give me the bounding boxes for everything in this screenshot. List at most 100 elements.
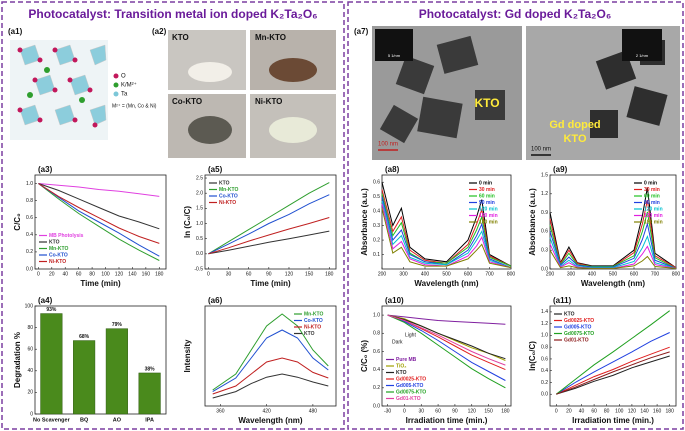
x-tick-label: 60	[591, 408, 597, 414]
panel-label: (a6)	[208, 296, 223, 305]
y-tick-label: 0.0	[541, 392, 548, 398]
powder	[188, 116, 232, 144]
value-label: 79%	[112, 322, 123, 328]
x-tick-label: 120	[468, 408, 477, 414]
panel-label: (a9)	[553, 165, 568, 174]
powder	[188, 62, 232, 82]
x-tick-label: AO	[113, 417, 122, 423]
y-axis-label: Intensity	[183, 339, 192, 372]
x-tick-label: 90	[266, 271, 272, 277]
x-tick-label: 30	[418, 408, 424, 414]
x-tick-label: BQ	[80, 417, 89, 423]
x-tick-label: 800	[507, 271, 516, 277]
inset-scale: 2 1/nm	[636, 53, 649, 58]
x-tick-label: 90	[452, 408, 458, 414]
y-tick-label: 0.2	[373, 385, 380, 391]
y-tick-label: 1.2	[541, 321, 548, 327]
x-tick-label: 300	[567, 271, 576, 277]
legend-text: 60 min	[479, 193, 495, 199]
series-line	[208, 217, 330, 255]
y-axis-label: Absorbance (a.u.)	[360, 188, 369, 256]
y-tick-label: 0.6	[373, 349, 380, 355]
legend-text: KTO	[396, 370, 407, 376]
x-tick-label: 0	[207, 271, 210, 277]
series-line	[212, 373, 329, 399]
x-tick-label: 0	[403, 408, 406, 414]
legend-text: 120 min	[479, 206, 498, 212]
x-tick-label: 140	[128, 271, 137, 277]
y-tick-label: 0.8	[26, 198, 33, 204]
y-tick-label: -0.5	[194, 266, 203, 272]
legend-text: Gd0075-KTO	[564, 331, 594, 337]
series-line	[38, 183, 160, 261]
y-tick-label: 1.0	[373, 312, 380, 318]
saed-inset	[375, 29, 413, 61]
x-tick-label: 500	[442, 271, 451, 277]
series-line	[387, 314, 506, 325]
y-tick-label: 0.3	[541, 248, 548, 254]
legend-text: 180 min	[644, 219, 663, 225]
series-line	[38, 183, 160, 197]
x-tick-label: 60	[435, 408, 441, 414]
left-frame	[1, 1, 345, 430]
series-line	[38, 183, 160, 257]
y-tick-label: 0.2	[26, 249, 33, 255]
y-tick-label: 0.6	[541, 229, 548, 235]
plot-frame	[204, 305, 337, 407]
y-tick-label: 0.3	[373, 223, 380, 229]
legend-text: KTO	[304, 331, 315, 337]
y-tick-label: 0.0	[541, 266, 548, 272]
panel-label: (a7)	[354, 27, 369, 36]
right-title: Photocatalyst: Gd doped K₂Ta₂O₆	[419, 7, 612, 21]
left-title: Photocatalyst: Transition metal ion dope…	[28, 7, 317, 21]
x-tick-label: 200	[546, 271, 555, 277]
x-tick-label: 180	[501, 408, 510, 414]
bar	[105, 328, 128, 415]
x-tick-label: 600	[630, 271, 639, 277]
x-tick-label: 80	[89, 271, 95, 277]
x-tick-label: No Scavenger	[33, 417, 71, 423]
series-line	[381, 182, 512, 267]
sample-photos: (a2) KTO Mn-KTO Co-KTO Ni-KTO	[152, 27, 336, 158]
x-axis-label: Wavelength (nm)	[414, 279, 478, 288]
panel-label: (a4)	[38, 296, 53, 305]
x-tick-label: 200	[378, 271, 387, 277]
legend-text: Ni-KTO	[49, 259, 66, 265]
y-tick-label: 0.6	[26, 215, 33, 221]
panel-label: (a5)	[208, 165, 223, 174]
y-tick-label: 1.0	[196, 221, 203, 227]
photo-label: Mn-KTO	[255, 33, 286, 42]
series-line	[387, 314, 506, 381]
y-tick-label: 0.4	[26, 232, 33, 238]
y-tick-label: 1.5	[196, 206, 203, 212]
x-tick-label: 120	[628, 408, 637, 414]
legend-text: Gd01-KTO	[396, 396, 421, 402]
x-axis-label: Time (min)	[250, 279, 291, 288]
legend-text: 180 min	[479, 219, 498, 225]
x-axis-label: Wavelength (nm)	[581, 279, 645, 288]
legend-text: TiO₂	[396, 363, 406, 369]
x-tick-label: 420	[262, 408, 271, 414]
series-line	[212, 313, 329, 391]
series-line	[387, 314, 506, 366]
legend-text: Mn-KTO	[49, 246, 68, 252]
x-tick-label: 400	[588, 271, 597, 277]
y-tick-label: 2.0	[196, 191, 203, 197]
series-line	[549, 234, 677, 269]
x-axis-label: Irradiation time (min.)	[572, 416, 654, 425]
x-tick-label: 150	[305, 271, 314, 277]
image-label: Gd doped	[549, 119, 600, 131]
bar	[138, 372, 161, 415]
x-tick-label: 40	[62, 271, 68, 277]
series-line	[387, 314, 506, 360]
y-tick-label: 1.0	[26, 181, 33, 187]
x-tick-label: 120	[285, 271, 294, 277]
annotation: Light	[405, 332, 416, 338]
plot-frame	[549, 305, 677, 407]
series-line	[38, 183, 160, 244]
series-line	[549, 221, 677, 269]
y-tick-label: 0.9	[541, 210, 548, 216]
x-tick-label: 300	[399, 271, 408, 277]
y-tick-label: 0.4	[373, 208, 380, 214]
